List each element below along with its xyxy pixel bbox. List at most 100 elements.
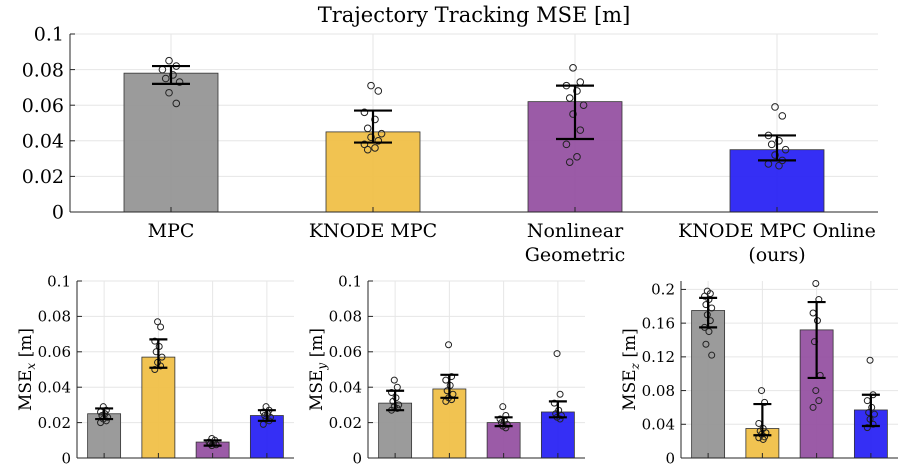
data-point bbox=[812, 280, 820, 288]
data-point bbox=[863, 424, 871, 432]
data-point bbox=[169, 71, 177, 79]
y-tick-label: 0.04 bbox=[642, 416, 675, 434]
data-point bbox=[705, 328, 713, 336]
data-point bbox=[708, 351, 716, 359]
y-tick-label: 0 bbox=[61, 449, 71, 465]
x-category-label: KNODE MPC Online bbox=[678, 220, 876, 242]
bar bbox=[486, 422, 521, 459]
data-point bbox=[374, 137, 383, 145]
y-tick-label: 0.16 bbox=[642, 314, 675, 332]
data-point bbox=[445, 341, 453, 349]
data-point bbox=[866, 356, 874, 364]
y-tick-label: 0.1 bbox=[338, 272, 362, 290]
data-point bbox=[172, 99, 181, 108]
y-tick-label: 0.2 bbox=[651, 281, 675, 299]
data-point bbox=[502, 424, 510, 432]
data-point bbox=[367, 81, 375, 90]
data-point bbox=[579, 101, 588, 109]
bar bbox=[123, 72, 219, 213]
y-axis-label-subscript: z bbox=[628, 362, 642, 370]
data-point bbox=[363, 124, 372, 133]
y-axis-label: MSEx [m] bbox=[16, 328, 38, 411]
bar bbox=[432, 388, 467, 459]
bar bbox=[691, 310, 726, 459]
data-point bbox=[363, 145, 372, 154]
data-point bbox=[701, 292, 709, 300]
data-point bbox=[556, 415, 564, 423]
y-tick-label: 0.1 bbox=[34, 24, 64, 46]
y-axis-label: MSEz [m] bbox=[620, 328, 642, 411]
data-point bbox=[758, 387, 766, 395]
y-axis-label: MSEy [m] bbox=[307, 328, 329, 411]
y-tick-label: 0.02 bbox=[22, 166, 64, 188]
x-category-label: KNODE MPC bbox=[309, 220, 437, 242]
data-point bbox=[553, 350, 561, 358]
data-point bbox=[565, 158, 574, 166]
chart-1: 0 0.02 0.04 0.06 0.08 0.1 MSEx [m] bbox=[16, 272, 294, 465]
data-point bbox=[165, 56, 173, 65]
data-point bbox=[771, 103, 779, 111]
y-tick-label: 0 bbox=[52, 202, 64, 224]
data-point bbox=[499, 403, 507, 411]
data-point bbox=[157, 323, 165, 331]
data-point bbox=[573, 87, 581, 95]
y-tick-label: 0 bbox=[665, 449, 675, 465]
data-point bbox=[708, 304, 716, 312]
data-point bbox=[809, 403, 817, 411]
data-point bbox=[360, 140, 369, 149]
y-axis-label-main: MSE bbox=[307, 370, 327, 411]
y-tick-label: 0.02 bbox=[38, 414, 71, 432]
y-tick-label: 0.08 bbox=[38, 308, 71, 326]
bar bbox=[378, 402, 413, 459]
data-point bbox=[815, 397, 823, 405]
y-tick-label: 0 bbox=[352, 449, 362, 465]
data-point bbox=[809, 309, 817, 317]
x-category-label: MPC bbox=[148, 220, 195, 242]
y-axis-label-subscript: x bbox=[24, 363, 38, 370]
data-point bbox=[761, 398, 769, 406]
data-point bbox=[562, 140, 571, 149]
chart-3: 0 0.04 0.08 0.12 0.16 0.2 MSEz [m] bbox=[620, 280, 898, 465]
data-point bbox=[377, 129, 386, 138]
y-axis-label-unit: [m] bbox=[307, 328, 327, 363]
bar bbox=[87, 413, 122, 459]
data-point bbox=[371, 144, 379, 152]
chart-2: 0 0.02 0.04 0.06 0.08 0.1 MSEy [m] bbox=[307, 272, 585, 465]
y-tick-label: 0.12 bbox=[642, 348, 675, 366]
x-category-label: Geometric bbox=[525, 244, 626, 266]
y-axis-label-unit: [m] bbox=[16, 328, 36, 363]
y-axis-label-main: MSE bbox=[16, 370, 36, 411]
x-category-label: (ours) bbox=[748, 244, 805, 266]
chart-title: Trajectory Tracking MSE [m] bbox=[318, 3, 631, 27]
data-point bbox=[576, 126, 585, 134]
data-point bbox=[154, 318, 162, 326]
y-tick-label: 0.04 bbox=[38, 378, 71, 396]
data-point bbox=[569, 64, 577, 72]
y-tick-label: 0.06 bbox=[38, 343, 71, 361]
data-point bbox=[702, 340, 710, 348]
data-point bbox=[569, 110, 577, 118]
data-point bbox=[175, 78, 184, 86]
data-point bbox=[812, 387, 820, 395]
y-tick-label: 0.06 bbox=[22, 95, 64, 117]
data-point bbox=[771, 151, 779, 159]
y-tick-label: 0.04 bbox=[22, 130, 64, 152]
y-tick-label: 0.08 bbox=[642, 382, 675, 400]
bar bbox=[141, 356, 176, 459]
data-point bbox=[360, 108, 369, 117]
data-point bbox=[775, 161, 783, 170]
y-tick-label: 0.08 bbox=[329, 308, 362, 326]
data-point bbox=[565, 94, 574, 102]
x-category-label: Nonlinear bbox=[527, 220, 624, 242]
data-point bbox=[161, 74, 170, 83]
bar bbox=[325, 131, 421, 213]
data-point bbox=[767, 140, 776, 149]
data-point bbox=[556, 390, 564, 398]
y-tick-label: 0.02 bbox=[329, 414, 362, 432]
data-point bbox=[390, 376, 398, 384]
data-point bbox=[755, 419, 763, 427]
data-point bbox=[778, 112, 787, 120]
y-tick-label: 0.06 bbox=[329, 343, 362, 361]
data-point bbox=[151, 366, 159, 373]
